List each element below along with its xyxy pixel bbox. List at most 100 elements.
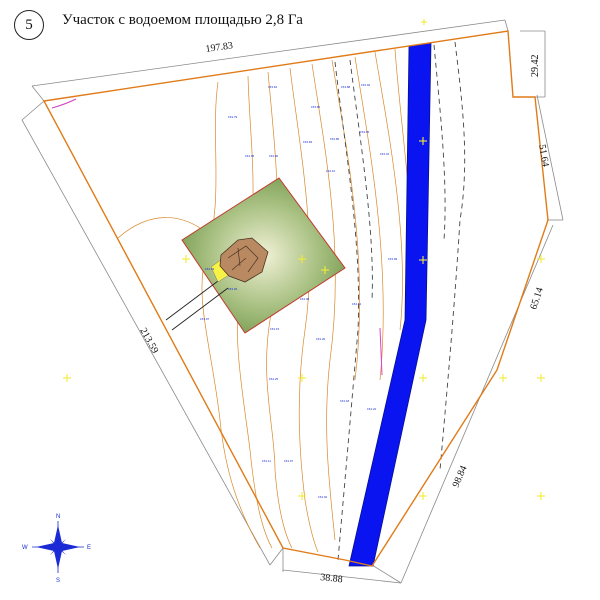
- elevation-label: 153.99: [388, 257, 398, 261]
- dim-top-ext-left: [31, 85, 45, 102]
- elevation-label: 154.07: [284, 459, 294, 463]
- elevation-label: 153.92: [361, 83, 371, 87]
- dim-left: 213.59: [137, 326, 160, 355]
- dim-bottom-ext-right: [371, 564, 402, 584]
- elevation-label: 153.81: [268, 85, 278, 89]
- dashed-line: [334, 61, 360, 561]
- dashed-line: [439, 41, 466, 471]
- dim-right-lower-line: [400, 224, 554, 584]
- compass-arrow-north: [54, 525, 62, 547]
- compass-rose: N S W E: [22, 514, 91, 584]
- dashed-line: [433, 44, 446, 241]
- elevation-label: 154.22: [367, 407, 377, 411]
- dim-left-ext-top: [21, 100, 45, 121]
- elevation-label: 153.90: [269, 154, 279, 158]
- elevation-label: 153.84: [303, 140, 313, 144]
- dim-bottom: 38.88: [320, 572, 344, 585]
- contour-line: [311, 63, 336, 541]
- marker-cross: [63, 374, 71, 382]
- marker-cross: [421, 19, 427, 25]
- plot-number: 5: [25, 16, 33, 33]
- compass-arrow-diag: [58, 539, 66, 547]
- elevation-label: 153.95: [360, 130, 370, 134]
- elevation-label: 154.03: [205, 267, 215, 271]
- survey-markers: [63, 19, 545, 500]
- plot-number-badge: 5: [14, 10, 44, 40]
- building: [210, 237, 269, 283]
- dim-right-lower: 98.84: [451, 464, 470, 489]
- compass-s-label: S: [56, 578, 60, 584]
- elevation-labels: 153.79 153.81 153.85 153.88 153.92 153.90 153.…: [200, 83, 398, 499]
- dim-left-line: [21, 119, 271, 566]
- elevation-label: 154.12: [352, 302, 362, 306]
- dim-top-ext-right: [504, 19, 509, 32]
- building-roof-ridges: [227, 245, 259, 273]
- compass-arrow-west: [36, 543, 58, 551]
- contour-line: [201, 81, 261, 549]
- dashed-lines: [334, 41, 466, 561]
- corner-arc: [51, 98, 77, 109]
- dim-bottom-line: [282, 569, 402, 584]
- contour-line: [354, 56, 384, 381]
- contour-lines: [117, 48, 413, 553]
- elevation-label: 154.08: [300, 297, 310, 301]
- marker-cross: [537, 255, 545, 263]
- contour-line: [374, 51, 403, 331]
- elevation-label: 153.97: [200, 317, 210, 321]
- elevation-label: 154.10: [326, 169, 336, 173]
- compass-w-label: W: [22, 545, 28, 551]
- dim-top-right: 29.42: [530, 55, 541, 78]
- marker-cross: [419, 256, 427, 264]
- marker-cross: [182, 255, 190, 263]
- elevation-label: 153.88: [341, 85, 351, 89]
- elevation-label: 153.79: [228, 115, 238, 119]
- compass-arrow-diag: [58, 547, 66, 555]
- elevation-label: 153.86: [330, 137, 340, 141]
- compass-e-label: E: [87, 545, 91, 551]
- elevation-label: 154.11: [262, 459, 271, 463]
- elevation-label: 153.93: [228, 287, 238, 291]
- dim-top-line: [31, 19, 506, 87]
- water-edge-pink: [379, 327, 383, 376]
- elevation-label: 154.02: [318, 495, 328, 499]
- contour-line: [289, 67, 319, 553]
- dashed-line: [349, 59, 373, 301]
- dim-left-ext-bottom: [269, 547, 284, 566]
- access-road: [165, 277, 229, 331]
- compass-arrow-diag: [50, 539, 58, 547]
- contour-line: [266, 71, 293, 549]
- contour-line: [117, 217, 201, 239]
- elevation-label: 153.85: [311, 105, 321, 109]
- elevation-label: 154.15: [270, 327, 280, 331]
- marker-cross: [419, 374, 427, 382]
- elevation-label: 154.18: [340, 399, 350, 403]
- elevation-label: 154.05: [245, 154, 255, 158]
- dim-top: 197.83: [205, 40, 234, 55]
- marker-cross: [537, 492, 545, 500]
- compass-arrow-east: [58, 543, 80, 551]
- marker-cross: [537, 374, 545, 382]
- elevation-label: 154.20: [316, 337, 326, 341]
- marker-cross: [298, 374, 306, 382]
- contour-line: [331, 59, 360, 381]
- compass-arrow-diag: [50, 547, 58, 555]
- elevation-label: 154.25: [269, 377, 279, 381]
- dim-right-upper-line: [536, 94, 564, 221]
- marker-cross: [298, 255, 306, 263]
- dim-right-upper: 51.64: [536, 144, 551, 168]
- compass-arrow-south: [54, 547, 62, 569]
- contour-line: [236, 75, 273, 549]
- plot-boundary: [42, 30, 549, 567]
- map-title: Участок с водоемом площадью 2,8 Га: [62, 12, 303, 28]
- marker-cross: [499, 374, 507, 382]
- compass-n-label: N: [56, 514, 60, 520]
- dimension-lines: [21, 19, 564, 584]
- marker-cross: [419, 137, 427, 145]
- marker-cross: [298, 492, 306, 500]
- dim-right-middle: 65.14: [528, 286, 545, 311]
- marker-cross: [321, 266, 329, 274]
- elevation-label: 154.01: [380, 152, 390, 156]
- water-channel: [348, 42, 432, 567]
- marker-cross: [419, 492, 427, 500]
